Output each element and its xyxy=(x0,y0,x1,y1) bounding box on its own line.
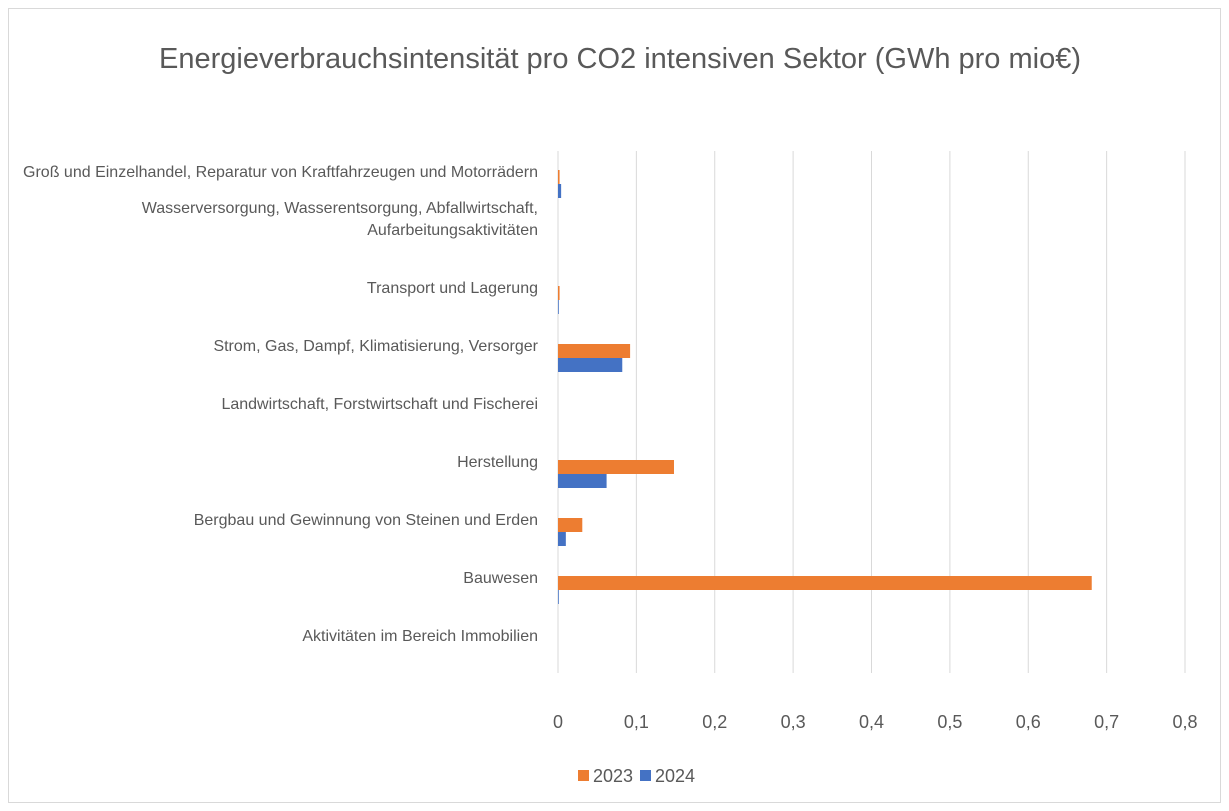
x-tick-label: 0,8 xyxy=(1172,712,1197,732)
bar xyxy=(558,532,566,546)
y-tick-label: Strom, Gas, Dampf, Klimatisierung, Verso… xyxy=(213,338,538,355)
y-tick-label: Landwirtschaft, Forstwirtschaft und Fisc… xyxy=(221,396,538,413)
legend-swatch xyxy=(578,770,589,781)
y-tick-label: Aktivitäten im Bereich Immobilien xyxy=(302,628,538,645)
bar xyxy=(558,170,560,184)
chart-title: Energieverbrauchsintensität pro CO2 inte… xyxy=(159,43,1081,75)
legend-label: 2023 xyxy=(593,766,633,786)
bar xyxy=(558,184,562,198)
chart-border xyxy=(8,8,1221,803)
bar xyxy=(558,576,1092,590)
bar xyxy=(558,358,623,372)
y-tick-label: Bergbau und Gewinnung von Steinen und Er… xyxy=(193,512,538,529)
x-tick-label: 0,7 xyxy=(1094,712,1119,732)
y-tick-label: Transport und Lagerung xyxy=(366,280,538,297)
x-tick-label: 0,2 xyxy=(702,712,727,732)
bar xyxy=(558,286,560,300)
x-tick-label: 0,5 xyxy=(937,712,962,732)
y-tick-label: Wasserversorgung, Wasserentsorgung, Abfa… xyxy=(141,200,538,239)
x-tick-label: 0,4 xyxy=(859,712,884,732)
legend-swatch xyxy=(640,770,651,781)
legend-label: 2024 xyxy=(655,766,695,786)
bar xyxy=(558,300,559,314)
y-tick-label: Groß und Einzelhandel, Reparatur von Kra… xyxy=(23,164,538,181)
y-tick-label: Bauwesen xyxy=(463,570,538,587)
bar xyxy=(558,518,583,532)
bar xyxy=(558,460,674,474)
bar xyxy=(558,474,607,488)
x-tick-label: 0,3 xyxy=(781,712,806,732)
x-tick-label: 0,1 xyxy=(624,712,649,732)
y-tick-label: Herstellung xyxy=(457,454,538,471)
bar xyxy=(558,590,559,604)
x-tick-label: 0 xyxy=(553,712,563,732)
bar xyxy=(558,344,631,358)
x-tick-label: 0,6 xyxy=(1016,712,1041,732)
